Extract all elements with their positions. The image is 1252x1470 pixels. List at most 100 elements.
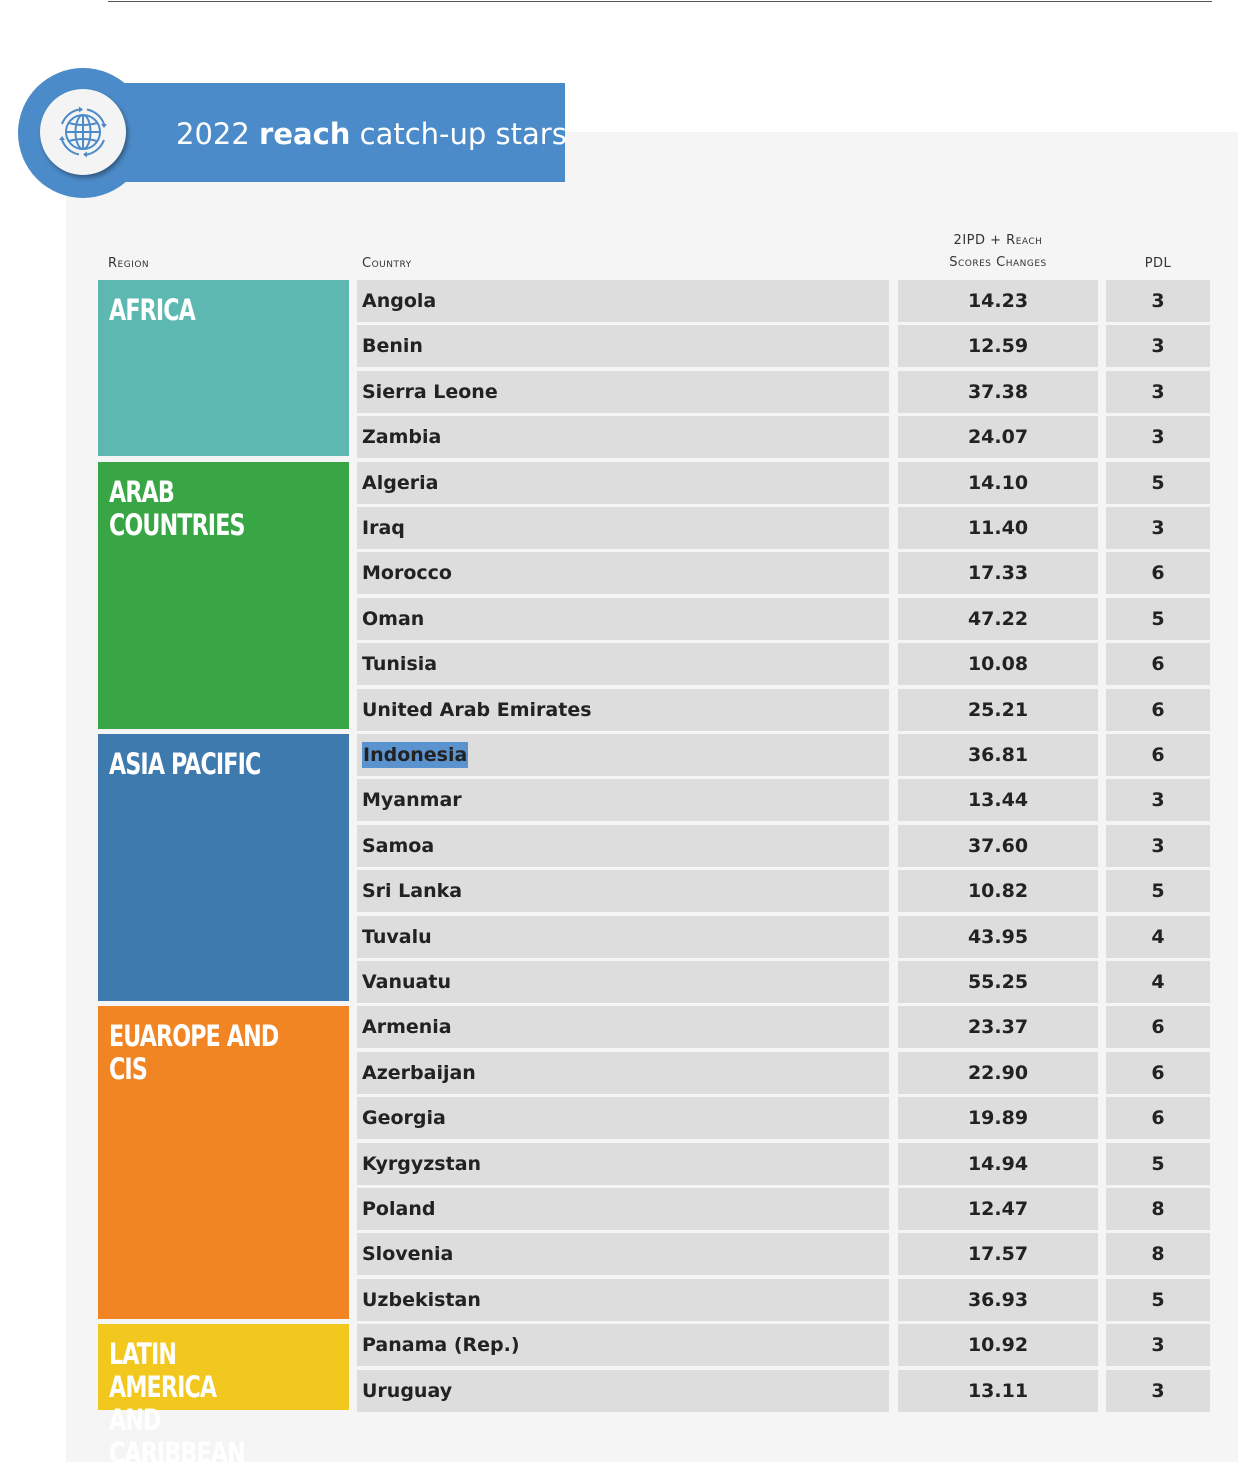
- score-change-cell: 36.93: [898, 1279, 1098, 1321]
- country-cell: Morocco: [357, 552, 889, 594]
- pdl-cell: 8: [1106, 1233, 1210, 1275]
- pdl-cell: 3: [1106, 416, 1210, 458]
- title-badge: [18, 68, 148, 198]
- country-cell: Azerbaijan: [357, 1052, 889, 1094]
- country-cell: Benin: [357, 325, 889, 367]
- country-cell: Indonesia: [357, 734, 889, 776]
- country-cell: Slovenia: [357, 1233, 889, 1275]
- pdl-cell: 3: [1106, 507, 1210, 549]
- region-block: ARAB COUNTRIES: [98, 462, 349, 729]
- pdl-cell: 3: [1106, 371, 1210, 413]
- pdl-cell: 4: [1106, 961, 1210, 1003]
- country-name: Uzbekistan: [362, 1289, 481, 1311]
- score-change-cell: 10.82: [898, 870, 1098, 912]
- score-change-cell: 14.23: [898, 280, 1098, 322]
- score-change-cell: 37.38: [898, 371, 1098, 413]
- pdl-cell: 5: [1106, 870, 1210, 912]
- country-name: Iraq: [362, 517, 405, 539]
- header-pdl: PDL: [1144, 256, 1172, 271]
- score-change-cell: 17.33: [898, 552, 1098, 594]
- country-name: Benin: [362, 335, 423, 357]
- region-label: EUAROPE AND CIS: [109, 1019, 279, 1086]
- score-change-cell: 12.47: [898, 1188, 1098, 1230]
- country-name: Angola: [362, 290, 437, 312]
- region-label: ASIA PACIFIC: [109, 747, 261, 781]
- country-cell: Georgia: [357, 1097, 889, 1139]
- score-change-cell: 19.89: [898, 1097, 1098, 1139]
- pdl-cell: 6: [1106, 1006, 1210, 1048]
- pdl-cell: 5: [1106, 462, 1210, 504]
- score-change-cell: 10.92: [898, 1324, 1098, 1366]
- header-score-changes-line1: 2IPD + Reach: [953, 233, 1043, 248]
- country-cell: Myanmar: [357, 779, 889, 821]
- country-name: United Arab Emirates: [362, 699, 592, 721]
- country-cell: Panama (Rep.): [357, 1324, 889, 1366]
- score-change-cell: 13.44: [898, 779, 1098, 821]
- header-score-changes-line2: Scores Changes: [949, 255, 1047, 270]
- country-name: Zambia: [362, 426, 442, 448]
- score-change-cell: 23.37: [898, 1006, 1098, 1048]
- score-change-cell: 10.08: [898, 643, 1098, 685]
- score-change-cell: 12.59: [898, 325, 1098, 367]
- pdl-cell: 3: [1106, 1370, 1210, 1412]
- region-block: LATIN AMERICA AND CARIBBEAN: [98, 1324, 349, 1470]
- score-change-cell: 37.60: [898, 825, 1098, 867]
- page-title: 2022 reach catch-up stars: [176, 83, 567, 182]
- country-name: Georgia: [362, 1107, 446, 1129]
- title-year: 2022: [176, 117, 250, 151]
- country-cell: Poland: [357, 1188, 889, 1230]
- country-name: Vanuatu: [362, 971, 451, 993]
- country-name: Tuvalu: [362, 926, 432, 948]
- pdl-cell: 3: [1106, 280, 1210, 322]
- pdl-cell: 6: [1106, 1097, 1210, 1139]
- pdl-cell: 3: [1106, 325, 1210, 367]
- country-name: Poland: [362, 1198, 436, 1220]
- country-name: Azerbaijan: [362, 1062, 476, 1084]
- region-label: AFRICA: [109, 293, 196, 327]
- pdl-cell: 5: [1106, 598, 1210, 640]
- country-cell: Sierra Leone: [357, 371, 889, 413]
- country-name: Oman: [362, 608, 425, 630]
- score-change-cell: 43.95: [898, 916, 1098, 958]
- country-name: Sri Lanka: [362, 880, 463, 902]
- header-country: Country: [362, 256, 412, 271]
- header-region: Region: [108, 256, 150, 271]
- title-rest: catch-up stars: [359, 117, 567, 151]
- region-block: ASIA PACIFIC: [98, 734, 349, 1001]
- country-name: Kyrgyzstan: [362, 1153, 482, 1175]
- pdl-cell: 5: [1106, 1279, 1210, 1321]
- country-cell: Samoa: [357, 825, 889, 867]
- score-change-cell: 14.94: [898, 1143, 1098, 1185]
- country-cell: Uruguay: [357, 1370, 889, 1412]
- score-change-cell: 24.07: [898, 416, 1098, 458]
- pdl-cell: 4: [1106, 916, 1210, 958]
- country-cell: Sri Lanka: [357, 870, 889, 912]
- score-change-cell: 17.57: [898, 1233, 1098, 1275]
- country-name: Algeria: [362, 472, 439, 494]
- score-change-cell: 11.40: [898, 507, 1098, 549]
- country-cell: Tuvalu: [357, 916, 889, 958]
- country-name: Tunisia: [362, 653, 438, 675]
- country-cell: Iraq: [357, 507, 889, 549]
- top-divider: [108, 1, 1212, 2]
- title-banner: 2022 reach catch-up stars: [120, 83, 567, 182]
- pdl-cell: 6: [1106, 552, 1210, 594]
- pdl-cell: 6: [1106, 1052, 1210, 1094]
- globe-badge: [40, 89, 126, 175]
- country-cell: Angola: [357, 280, 889, 322]
- country-name: Indonesia: [362, 742, 469, 768]
- pdl-cell: 3: [1106, 825, 1210, 867]
- country-cell: Uzbekistan: [357, 1279, 889, 1321]
- country-name: Sierra Leone: [362, 381, 498, 403]
- score-change-cell: 36.81: [898, 734, 1098, 776]
- country-name: Myanmar: [362, 789, 462, 811]
- country-name: Samoa: [362, 835, 435, 857]
- region-block: EUAROPE AND CIS: [98, 1006, 349, 1319]
- pdl-cell: 6: [1106, 643, 1210, 685]
- country-name: Uruguay: [362, 1380, 453, 1402]
- score-change-cell: 47.22: [898, 598, 1098, 640]
- country-name: Slovenia: [362, 1243, 454, 1265]
- score-change-cell: 55.25: [898, 961, 1098, 1003]
- score-change-cell: 22.90: [898, 1052, 1098, 1094]
- title-bold-word: reach: [259, 117, 351, 151]
